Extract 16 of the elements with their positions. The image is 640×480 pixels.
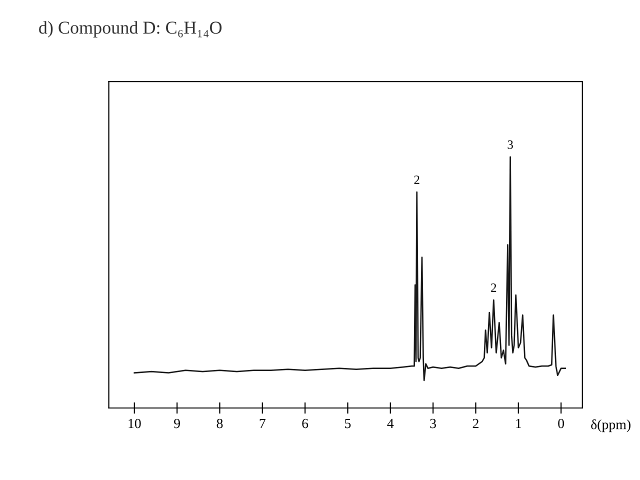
- x-tick-label: 2: [472, 418, 478, 428]
- x-tick-label: 5: [345, 418, 351, 428]
- chart-title: d) Compound D: C₆H₁₄O: [39, 21, 222, 38]
- x-tick-label: 10: [128, 418, 141, 428]
- x-tick-label: 1: [516, 418, 522, 428]
- x-tick-label: 8: [216, 418, 223, 428]
- x-axis-title: δ(ppm): [591, 419, 630, 432]
- annotation: 2: [414, 176, 420, 184]
- x-tick-label: 7: [260, 418, 266, 428]
- annotation: 3: [508, 140, 513, 149]
- x-tick-label: 0: [558, 418, 564, 428]
- x-tick-label: 6: [302, 418, 308, 428]
- x-tick-label: 9: [174, 418, 180, 428]
- x-tick-label: 3: [430, 418, 436, 428]
- x-tick-label: 4: [387, 418, 394, 428]
- annotation: 2: [491, 284, 496, 292]
